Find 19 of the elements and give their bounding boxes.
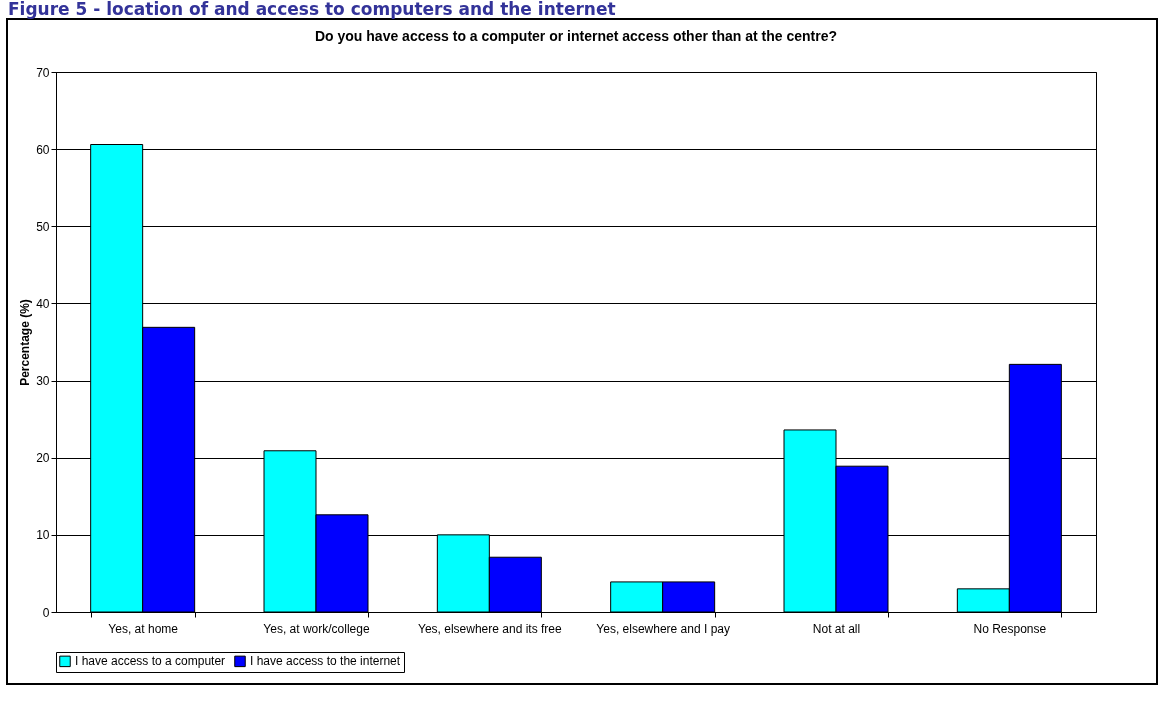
x-tick-label: Yes, elsewhere and I pay [596, 621, 730, 636]
caption: Figure 5 - location of and access to computers and the internet [8, 0, 617, 19]
y-tick-label: 10 [36, 528, 50, 543]
y-tick-label: 70 [36, 65, 50, 80]
legend-label: I have access to the internet [250, 654, 401, 669]
x-tick-label: Yes, at work/college [263, 621, 370, 636]
x-tick-label: Yes, at home [108, 621, 179, 636]
chart-title: Do you have access to a computer or internet access other than at the centre? [314, 28, 838, 44]
y-tick-label: 20 [36, 451, 50, 466]
x-tick-label: No Response [973, 621, 1047, 636]
legend-label: I have access to a computer [75, 654, 226, 669]
y-tick-label: 0 [42, 605, 50, 620]
x-tick-label: Yes, elsewhere and its free [418, 621, 562, 636]
y-tick-label: 50 [36, 219, 50, 234]
y-tick-label: 30 [36, 374, 50, 389]
y-tick-label: 40 [36, 296, 50, 311]
x-tick-label: Not at all [812, 621, 861, 636]
y-axis-title: Percentage (%) [18, 299, 33, 386]
y-tick-label: 60 [36, 142, 50, 157]
